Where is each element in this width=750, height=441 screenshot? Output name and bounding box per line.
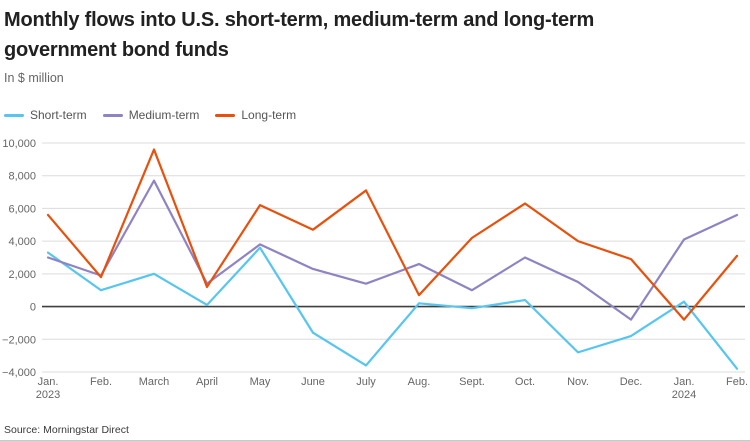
x-tick-label: May: [250, 376, 271, 388]
x-tick-label: Sept.: [459, 376, 485, 388]
x-tick-label: June: [301, 376, 325, 388]
x-tick-label: Feb.: [90, 376, 112, 388]
legend-label-short-term: Short-term: [30, 108, 87, 122]
y-tick-label: −2,000: [2, 334, 36, 346]
legend-swatch-long-term: [215, 113, 236, 117]
legend-item-medium-term: Medium-term: [102, 108, 200, 122]
y-tick-label: 10,000: [2, 138, 36, 150]
legend-swatch-medium-term: [102, 113, 123, 117]
chart-title: Monthly flows into U.S. short-term, medi…: [4, 9, 595, 61]
legend-swatch-short-term: [4, 113, 24, 117]
y-tick-label: 2,000: [8, 269, 36, 281]
x-tick-label: April: [196, 376, 218, 388]
source-note: Source: Morningstar Direct: [4, 424, 129, 436]
series-line-short-term: [46, 246, 739, 370]
x-tick-label: Dec.: [620, 376, 643, 388]
legend-label-medium-term: Medium-term: [128, 108, 200, 122]
x-tick-label: March: [139, 376, 170, 388]
x-tick-label: Oct.: [515, 376, 535, 388]
y-tick-label: 6,000: [8, 203, 36, 215]
x-tick-year-label: 2023: [36, 389, 60, 401]
legend-label-long-term: Long-term: [241, 108, 297, 122]
y-tick-label: −4,000: [2, 367, 36, 379]
series-line-medium-term: [46, 179, 739, 321]
y-tick-label: 8,000: [8, 171, 36, 183]
legend: Short-term Medium-term Long-term: [4, 108, 296, 122]
y-tick-label: 0: [30, 302, 36, 314]
chart-subtitle: In $ million: [4, 71, 64, 85]
legend-item-short-term: Short-term: [4, 108, 87, 122]
x-tick-label: Nov.: [567, 376, 589, 388]
y-tick-label: 4,000: [8, 236, 36, 248]
x-tick-label: Jan.: [38, 376, 59, 388]
legend-item-long-term: Long-term: [215, 108, 296, 122]
x-tick-label: Jan.: [674, 376, 695, 388]
series-line-long-term: [46, 148, 739, 321]
x-tick-label: Feb.: [726, 376, 748, 388]
x-tick-label: July: [356, 376, 376, 388]
x-tick-label: Aug.: [408, 376, 431, 388]
x-tick-year-label: 2024: [672, 389, 696, 401]
